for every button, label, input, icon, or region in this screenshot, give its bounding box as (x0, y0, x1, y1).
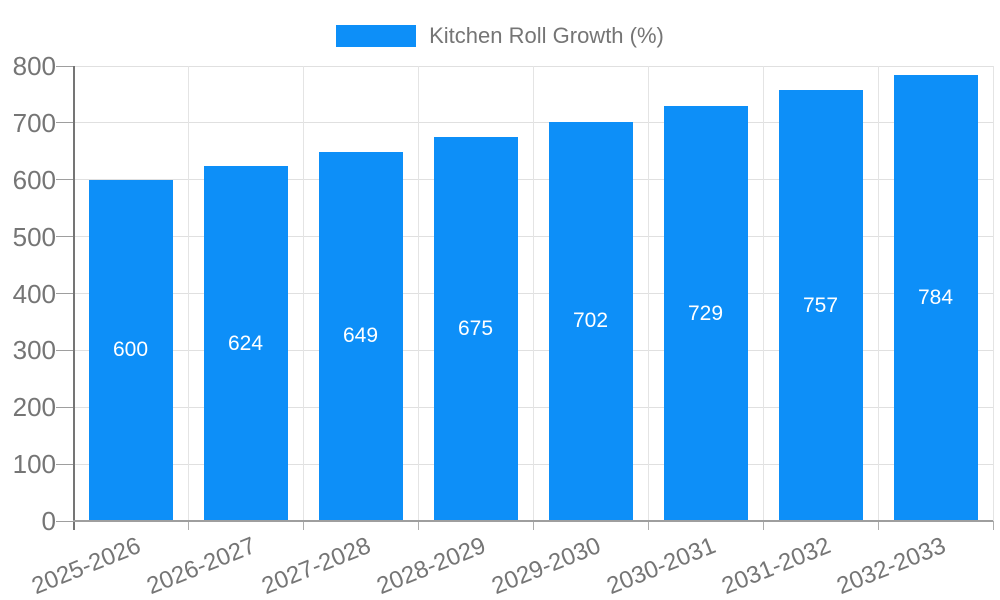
y-axis-label: 500 (12, 221, 56, 252)
legend-label: Kitchen Roll Growth (%) (429, 23, 664, 48)
bar[interactable]: 757 (778, 90, 863, 521)
x-axis-label: 2032-2033 (832, 532, 950, 600)
y-axis-label: 800 (12, 51, 56, 81)
x-tick (762, 521, 764, 530)
x-axis-label: 2026-2027 (142, 532, 260, 600)
x-gridline (302, 66, 304, 521)
y-tick (56, 236, 73, 238)
bar[interactable]: 784 (893, 75, 978, 521)
y-tick (56, 520, 73, 522)
y-tick (56, 349, 73, 351)
y-axis-label: 300 (12, 335, 56, 366)
x-axis-label: 2031-2032 (717, 532, 835, 600)
bar[interactable]: 649 (318, 151, 403, 521)
bar-value-label: 600 (112, 338, 149, 362)
y-tick (56, 122, 73, 124)
y-axis-label: 200 (12, 392, 56, 423)
x-axis-label: 2028-2029 (372, 532, 490, 600)
x-tick (417, 521, 419, 530)
y-tick (56, 65, 73, 67)
x-axis-label: 2025-2026 (27, 532, 145, 600)
x-gridline (877, 66, 879, 521)
x-gridline (647, 66, 649, 521)
bar-value-label: 784 (917, 286, 954, 310)
legend-swatch (336, 25, 417, 47)
bar[interactable]: 702 (548, 121, 633, 521)
x-tick (992, 521, 994, 530)
x-axis-label: 2030-2031 (602, 532, 720, 600)
y-tick (56, 179, 73, 181)
y-axis-label: 600 (12, 164, 56, 195)
y-axis-line (73, 66, 75, 530)
bar-value-label: 729 (687, 301, 724, 325)
x-gridline (992, 66, 994, 521)
x-axis-label: 2029-2030 (487, 532, 605, 600)
plot-area: 0 100 200 300 400 500 600 700 800 600 624 649 675 702… (13, 52, 994, 600)
x-tick (647, 521, 649, 530)
x-tick (532, 521, 534, 530)
y-tick (56, 293, 73, 294)
x-tick (187, 521, 189, 530)
y-tick (56, 463, 73, 465)
bar[interactable]: 600 (88, 179, 173, 521)
x-axis-baseline (73, 520, 993, 522)
bar[interactable]: 729 (663, 106, 748, 521)
x-axis-label: 2027-2028 (257, 532, 375, 600)
bar-value-label: 649 (342, 324, 379, 348)
bar-value-label: 624 (227, 331, 264, 355)
x-gridline (762, 66, 764, 521)
x-gridline (187, 66, 189, 521)
x-gridline (532, 66, 534, 521)
y-axis-label: 700 (12, 107, 56, 138)
bar-value-label: 675 (457, 317, 494, 341)
x-tick (877, 521, 879, 530)
x-gridline (417, 66, 419, 521)
y-axis-label: 0 (41, 506, 56, 536)
bar-value-label: 757 (802, 293, 839, 317)
y-axis-label: 100 (12, 449, 56, 480)
bar-value-label: 702 (572, 309, 609, 333)
bar[interactable]: 675 (433, 137, 518, 521)
legend: Kitchen Roll Growth (%) (0, 22, 1000, 50)
bar[interactable]: 624 (203, 166, 288, 521)
y-tick (56, 406, 73, 408)
x-tick (302, 521, 304, 530)
y-axis-label: 400 (12, 278, 56, 309)
